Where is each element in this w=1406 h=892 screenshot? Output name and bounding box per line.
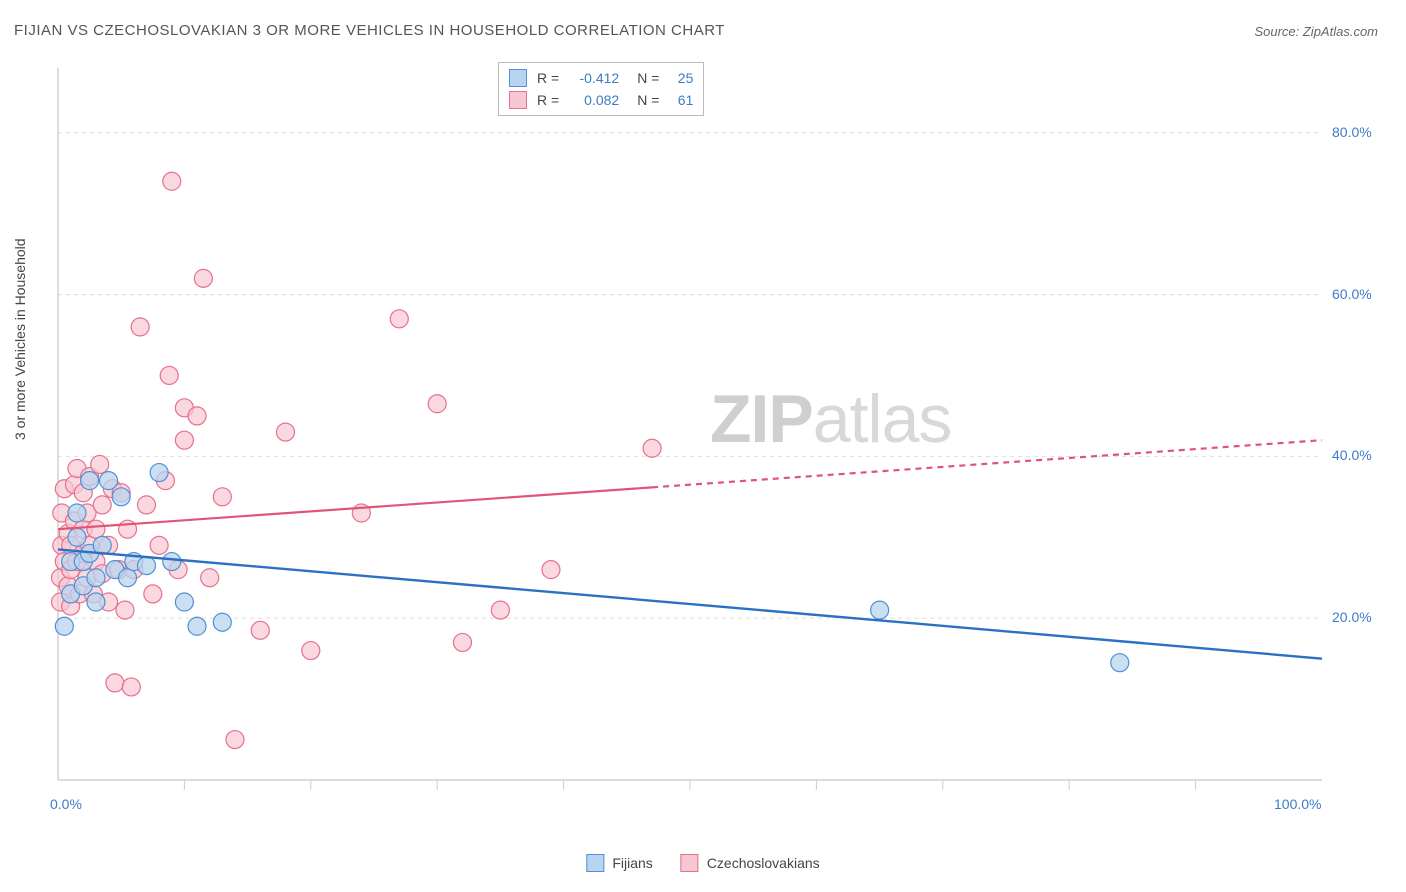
- legend-item: Czechoslovakians: [681, 854, 820, 872]
- legend-label: Fijians: [612, 855, 652, 871]
- series-legend: Fijians Czechoslovakians: [586, 854, 819, 872]
- chart-title: FIJIAN VS CZECHOSLOVAKIAN 3 OR MORE VEHI…: [14, 22, 725, 39]
- legend-label: Czechoslovakians: [707, 855, 820, 871]
- y-tick-label: 80.0%: [1332, 124, 1372, 140]
- legend-swatch: [681, 854, 699, 872]
- y-tick-label: 20.0%: [1332, 609, 1372, 625]
- x-tick-label: 100.0%: [1274, 796, 1321, 812]
- y-tick-label: 60.0%: [1332, 286, 1372, 302]
- x-tick-label: 0.0%: [50, 796, 82, 812]
- legend-swatch: [509, 91, 527, 109]
- legend-row: R =0.082 N =61: [509, 89, 693, 111]
- correlation-legend: R =-0.412 N =25R =0.082 N =61: [498, 62, 704, 116]
- source-attribution: Source: ZipAtlas.com: [1254, 24, 1378, 39]
- scatter-plot: [48, 60, 1378, 820]
- y-tick-label: 40.0%: [1332, 447, 1372, 463]
- y-axis-label: 3 or more Vehicles in Household: [12, 238, 28, 440]
- legend-swatch: [586, 854, 604, 872]
- legend-row: R =-0.412 N =25: [509, 67, 693, 89]
- legend-swatch: [509, 69, 527, 87]
- legend-item: Fijians: [586, 854, 652, 872]
